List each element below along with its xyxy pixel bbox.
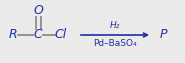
Text: R: R bbox=[9, 28, 17, 42]
Text: Cl: Cl bbox=[55, 28, 67, 42]
Text: O: O bbox=[33, 4, 43, 18]
Text: Pd–BaSO₄: Pd–BaSO₄ bbox=[93, 40, 137, 49]
Text: H₂: H₂ bbox=[110, 21, 120, 30]
Text: P: P bbox=[159, 28, 167, 42]
Text: C: C bbox=[34, 28, 42, 42]
